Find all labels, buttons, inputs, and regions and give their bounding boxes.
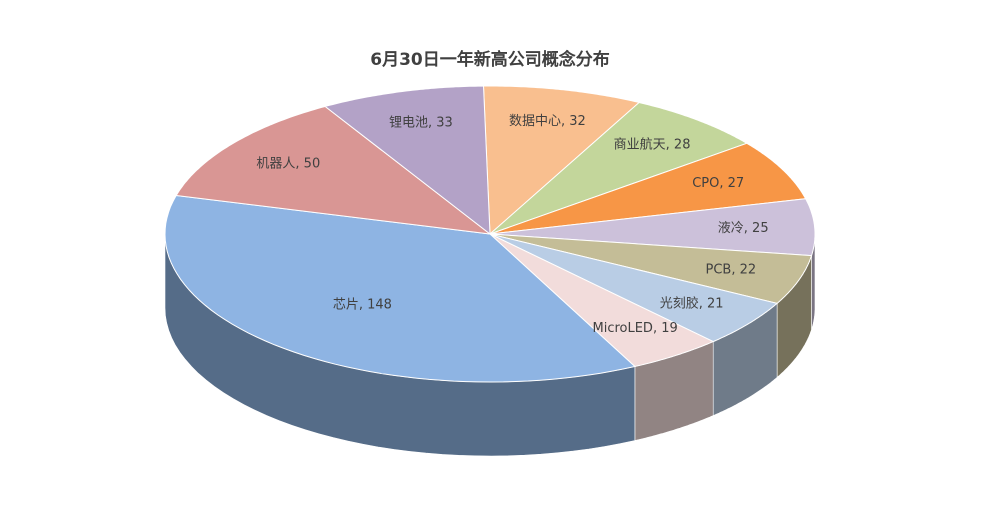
- data-label: 液冷, 25: [718, 221, 769, 236]
- pie-slice: [489, 101, 748, 235]
- data-label: 光刻胶, 21: [660, 295, 724, 311]
- pie-slice: [489, 233, 813, 304]
- data-label: CPO, 27: [692, 176, 744, 191]
- data-label: 商业航天, 28: [614, 137, 691, 153]
- pie-slice: [489, 233, 779, 343]
- data-label: PCB, 22: [706, 263, 757, 278]
- data-label: 机器人, 50: [256, 157, 320, 172]
- pie-slice: [489, 142, 807, 235]
- pie-slice: [175, 105, 492, 235]
- chart-title: 6月30日一年新高公司概念分布: [370, 49, 610, 70]
- pie-slice: [164, 194, 636, 383]
- data-label: 芯片, 148: [333, 298, 392, 313]
- data-label: 数据中心, 32: [509, 114, 586, 129]
- data-label: 锂电池, 33: [389, 115, 453, 130]
- pie-slice: [482, 85, 641, 236]
- data-label: MicroLED, 19: [592, 321, 677, 336]
- pie-slice: [324, 85, 491, 236]
- pie-slice: [489, 233, 715, 368]
- pie-slice: [489, 198, 816, 257]
